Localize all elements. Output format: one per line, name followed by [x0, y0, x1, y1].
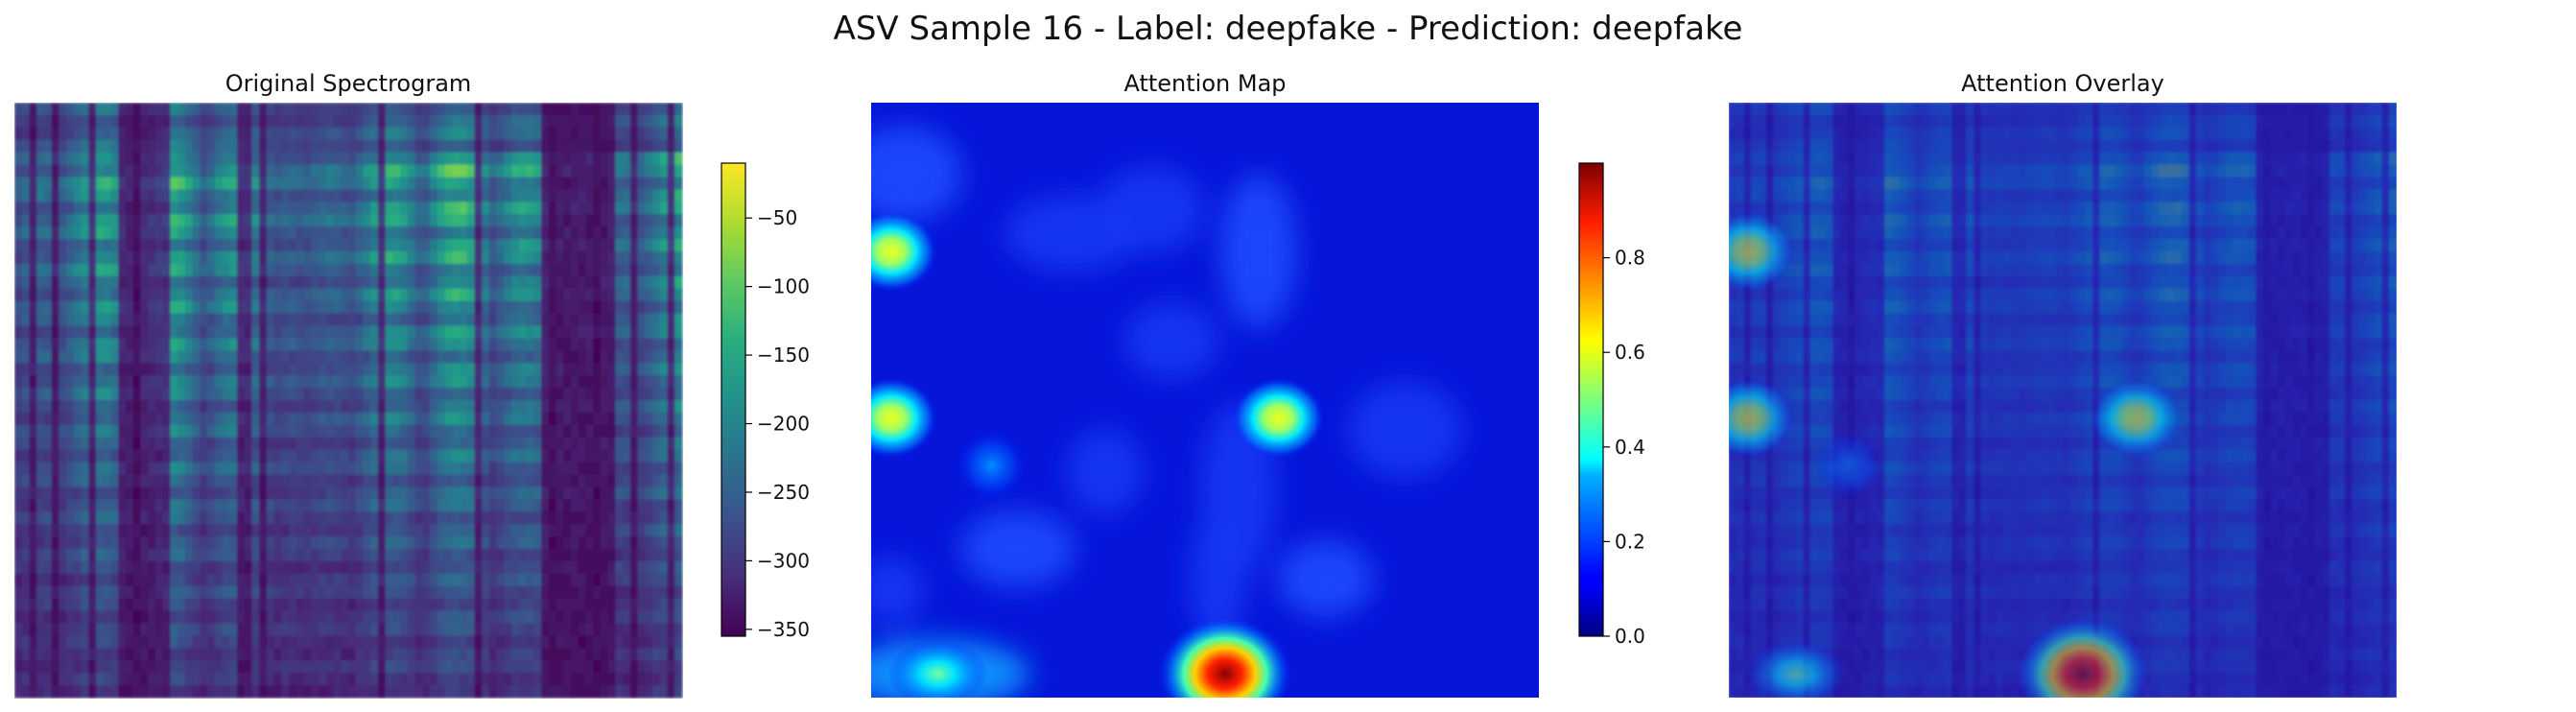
attention-soft-region [871, 557, 925, 625]
overlay-hotspot [1729, 377, 1795, 459]
attention-soft-region [1347, 382, 1463, 478]
colorbar-tick-label: 0.0 [1615, 625, 1645, 648]
attention-soft-region [1099, 166, 1205, 253]
overlay-title: Attention Overlay [1961, 70, 2164, 97]
colorbar-tick-label: 0.8 [1615, 247, 1645, 270]
attention-map-heatmap [871, 103, 1539, 698]
colorbar-tick-label: −150 [757, 344, 810, 367]
attention-soft-region [1066, 428, 1144, 515]
attention-map-title: Attention Map [1123, 70, 1287, 97]
colorbar-tick-label: −200 [757, 413, 810, 436]
colorbar-tick-label: 0.2 [1615, 530, 1645, 553]
colorbar-tick-label: −250 [757, 481, 810, 504]
attention-hotspot [887, 639, 988, 698]
overlay-heatmap [1729, 103, 2397, 698]
attention-hotspot [957, 431, 1027, 501]
attention-hotspot [1232, 377, 1325, 459]
spectrogram-title: Original Spectrogram [225, 70, 472, 97]
colorbar-tick-label: −100 [757, 275, 810, 298]
attention-colorbar [1578, 162, 1604, 637]
overlay-hotspot [2015, 616, 2150, 698]
overlay-hotspot [1814, 431, 1884, 501]
attention-hotspot [871, 377, 937, 459]
attention-hotspot [871, 211, 937, 292]
figure-title: ASV Sample 16 - Label: deepfake - Predic… [833, 10, 1743, 48]
attention-soft-region [1277, 540, 1374, 617]
attention-soft-region [960, 510, 1076, 587]
colorbar-tick-label: 0.4 [1615, 436, 1645, 459]
attention-hotspot [1157, 616, 1292, 698]
overlay-hotspot [2090, 377, 2183, 459]
attention-soft-region [1219, 175, 1297, 328]
overlay-hotspot [1729, 211, 1795, 292]
colorbar-tick-label: −300 [757, 549, 810, 572]
attention-soft-region [871, 126, 962, 223]
colorbar-tick-label: 0.6 [1615, 341, 1645, 364]
attention-soft-region [1123, 302, 1220, 379]
colorbar-tick-label: −350 [757, 618, 810, 641]
overlay-hotspot [1745, 639, 1846, 698]
spectrogram-colorbar [721, 162, 746, 637]
attention-soft-region [1189, 511, 1247, 646]
colorbar-tick-label: −50 [757, 206, 797, 229]
spectrogram-heatmap [14, 103, 683, 699]
